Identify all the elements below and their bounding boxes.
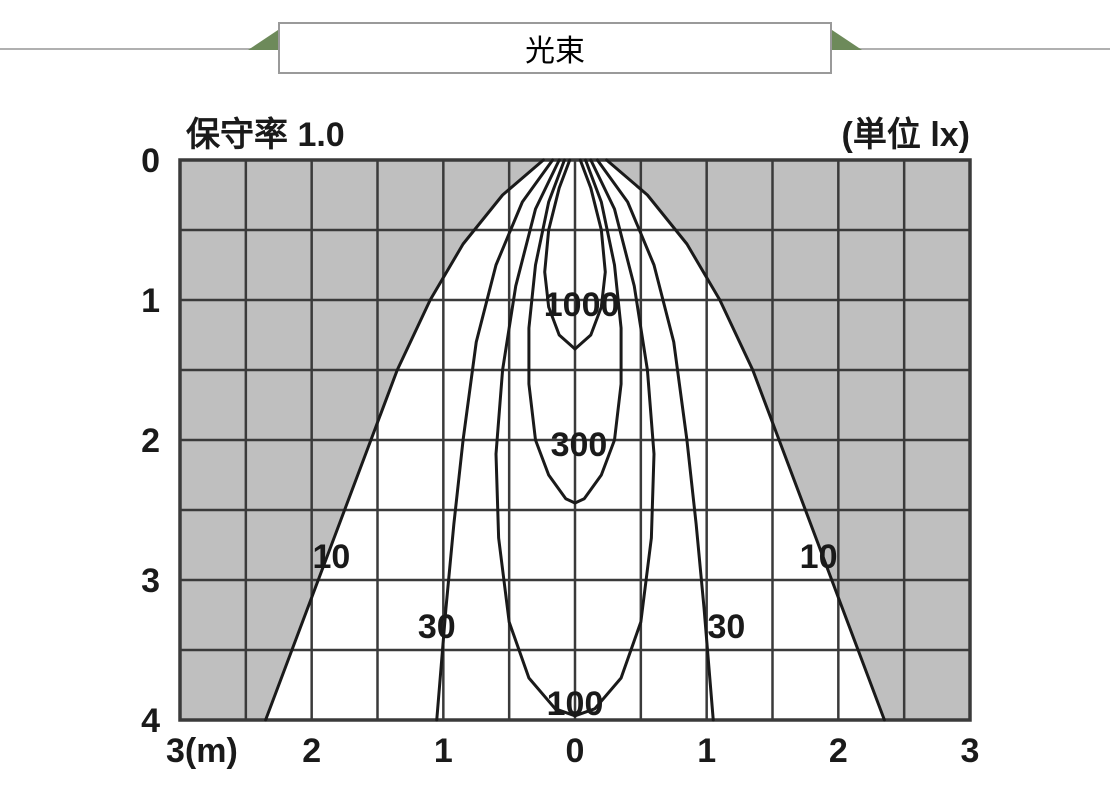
- contour-label: 100: [547, 685, 604, 723]
- x-tick-label: 2: [829, 732, 848, 770]
- x-tick-label: 1: [697, 732, 716, 770]
- x-tick-label: 1: [434, 732, 453, 770]
- contour-label: 10: [313, 538, 351, 576]
- header-tab: 光束: [278, 22, 832, 74]
- x-tick-label: 0: [566, 732, 585, 770]
- y-tick-label: 3: [141, 562, 160, 600]
- tab-triangle-left: [248, 30, 278, 50]
- tab-triangle-right: [832, 30, 862, 50]
- y-tick-label: 2: [141, 422, 160, 460]
- x-tick-label: 3: [961, 732, 980, 770]
- contour-label: 300: [551, 426, 608, 464]
- y-tick-label: 1: [141, 282, 160, 320]
- header-title: 光束: [525, 26, 585, 70]
- x-tick-label: 2: [302, 732, 321, 770]
- chart-svg: 101030301003001000012343(m)210123保守率 1.0…: [60, 100, 1060, 800]
- contour-label: 1000: [544, 286, 620, 324]
- contour-label: 30: [708, 608, 746, 646]
- contour-label: 10: [800, 538, 838, 576]
- maintenance-rate-label: 保守率 1.0: [186, 116, 345, 154]
- isolux-chart: 101030301003001000012343(m)210123保守率 1.0…: [60, 100, 1060, 805]
- y-tick-label: 0: [141, 142, 160, 180]
- y-tick-label: 4: [141, 702, 160, 740]
- unit-label: (単位 lx): [842, 116, 970, 154]
- x-tick-label: 3(m): [166, 732, 238, 770]
- contour-label: 30: [418, 608, 456, 646]
